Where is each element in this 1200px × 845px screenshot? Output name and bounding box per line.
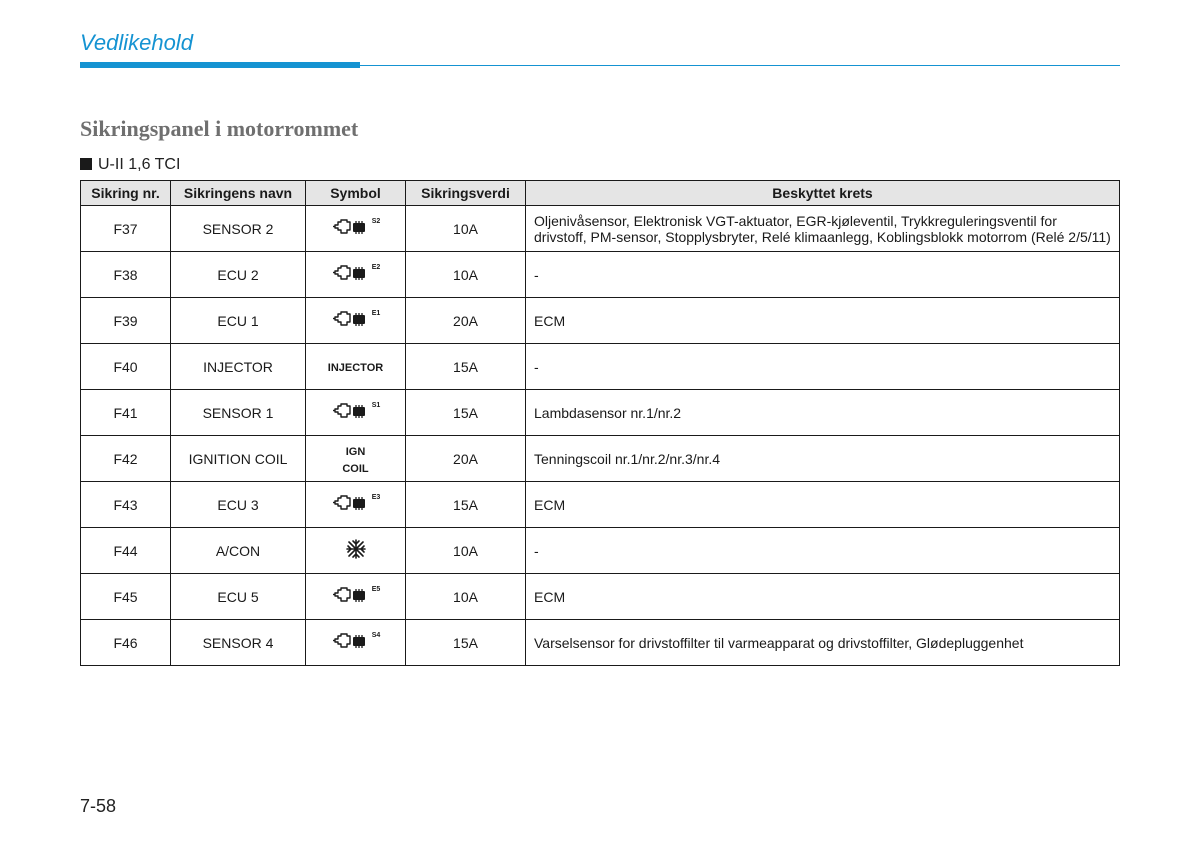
cell-fuse-value: 10A [406, 574, 526, 620]
header-rule-thin [360, 65, 1120, 66]
snowflake-icon [345, 538, 367, 560]
cell-symbol: E3 [306, 482, 406, 528]
ecu-icon-label: E3 [372, 494, 381, 501]
symbol-text: INJECTOR [328, 362, 383, 374]
cell-fuse-value: 10A [406, 252, 526, 298]
table-row: F46SENSOR 4 S4 15AVarselsensor for drivsto… [81, 620, 1120, 666]
table-row: F37SENSOR 2 S2 10AOljenivåsensor, Elektron… [81, 206, 1120, 252]
cell-fuse-name: SENSOR 2 [171, 206, 306, 252]
ecu-icon-label: S1 [372, 402, 381, 409]
cell-fuse-name: ECU 3 [171, 482, 306, 528]
col-header-symbol: Symbol [306, 181, 406, 206]
ecu-icon: S4 [333, 632, 379, 650]
cell-symbol [306, 528, 406, 574]
ecu-icon: S2 [333, 218, 379, 236]
col-header-value: Sikringsverdi [406, 181, 526, 206]
cell-fuse-nr: F42 [81, 436, 171, 482]
col-header-name: Sikringens navn [171, 181, 306, 206]
cell-fuse-value: 20A [406, 298, 526, 344]
table-row: F43ECU 3 E3 15AECM [81, 482, 1120, 528]
table-body: F37SENSOR 2S210AOljenivåsensor, Elektron… [81, 206, 1120, 666]
cell-protected-circuit: ECM [526, 298, 1120, 344]
subheading-text: U-II 1,6 TCI [98, 156, 180, 173]
cell-fuse-value: 10A [406, 206, 526, 252]
cell-symbol: IGNCOIL [306, 436, 406, 482]
table-row: F42IGNITION COIL IGNCOIL 20ATenningscoil n… [81, 436, 1120, 482]
cell-fuse-name: A/CON [171, 528, 306, 574]
cell-protected-circuit: - [526, 344, 1120, 390]
cell-fuse-nr: F37 [81, 206, 171, 252]
cell-fuse-value: 15A [406, 344, 526, 390]
cell-symbol: INJECTOR [306, 344, 406, 390]
section-title: Sikringspanel i motorrommet [80, 116, 1120, 142]
cell-fuse-nr: F38 [81, 252, 171, 298]
cell-protected-circuit: Oljenivåsensor, Elektronisk VGT-aktuator… [526, 206, 1120, 252]
ecu-icon: E1 [333, 310, 379, 328]
ecu-icon-label: E5 [372, 586, 381, 593]
cell-fuse-value: 15A [406, 482, 526, 528]
cell-fuse-nr: F41 [81, 390, 171, 436]
ecu-icon-label: S2 [372, 218, 381, 225]
cell-fuse-nr: F44 [81, 528, 171, 574]
cell-fuse-name: ECU 5 [171, 574, 306, 620]
cell-fuse-name: IGNITION COIL [171, 436, 306, 482]
cell-fuse-nr: F39 [81, 298, 171, 344]
cell-protected-circuit: Lambdasensor nr.1/nr.2 [526, 390, 1120, 436]
table-header: Sikring nr. Sikringens navn Symbol Sikri… [81, 181, 1120, 206]
ecu-icon: E2 [333, 264, 379, 282]
cell-fuse-value: 15A [406, 390, 526, 436]
table-row: F44A/CON 10A- [81, 528, 1120, 574]
ecu-icon: E3 [333, 494, 379, 512]
cell-symbol: S1 [306, 390, 406, 436]
page-header: Vedlikehold [80, 30, 1120, 68]
cell-fuse-nr: F40 [81, 344, 171, 390]
page-title: Vedlikehold [80, 30, 1120, 56]
table-row: F39ECU 1 E1 20AECM [81, 298, 1120, 344]
cell-symbol: E1 [306, 298, 406, 344]
col-header-desc: Beskyttet krets [526, 181, 1120, 206]
page: Vedlikehold Sikringspanel i motorrommet … [0, 0, 1200, 845]
table-row: F41SENSOR 1 S1 15ALambdasensor nr.1/nr.2 [81, 390, 1120, 436]
cell-fuse-value: 15A [406, 620, 526, 666]
header-rule [80, 62, 1120, 68]
ecu-icon-label: E2 [372, 264, 381, 271]
ecu-icon: S1 [333, 402, 379, 420]
cell-fuse-nr: F46 [81, 620, 171, 666]
cell-fuse-name: ECU 2 [171, 252, 306, 298]
table-row: F40INJECTORINJECTOR15A- [81, 344, 1120, 390]
header-rule-thick [80, 62, 360, 68]
cell-fuse-name: SENSOR 4 [171, 620, 306, 666]
table-row: F45ECU 5 E5 10AECM [81, 574, 1120, 620]
cell-fuse-name: ECU 1 [171, 298, 306, 344]
page-number: 7-58 [80, 796, 116, 817]
col-header-nr: Sikring nr. [81, 181, 171, 206]
cell-protected-circuit: Varselsensor for drivstoffilter til varm… [526, 620, 1120, 666]
cell-symbol: S2 [306, 206, 406, 252]
cell-fuse-value: 20A [406, 436, 526, 482]
cell-protected-circuit: ECM [526, 482, 1120, 528]
cell-fuse-name: SENSOR 1 [171, 390, 306, 436]
section-subheading: U-II 1,6 TCI [80, 156, 1120, 174]
ecu-icon: E5 [333, 586, 379, 604]
cell-symbol: E2 [306, 252, 406, 298]
cell-protected-circuit: - [526, 528, 1120, 574]
cell-fuse-nr: F43 [81, 482, 171, 528]
cell-symbol: E5 [306, 574, 406, 620]
cell-fuse-nr: F45 [81, 574, 171, 620]
cell-symbol: S4 [306, 620, 406, 666]
table-row: F38ECU 2 E2 10A- [81, 252, 1120, 298]
square-bullet-icon [80, 158, 92, 170]
cell-protected-circuit: ECM [526, 574, 1120, 620]
ecu-icon-label: E1 [372, 310, 381, 317]
cell-fuse-value: 10A [406, 528, 526, 574]
ecu-icon-label: S4 [372, 632, 381, 639]
symbol-text: IGNCOIL [342, 446, 368, 474]
cell-protected-circuit: Tenningscoil nr.1/nr.2/nr.3/nr.4 [526, 436, 1120, 482]
cell-fuse-name: INJECTOR [171, 344, 306, 390]
fuse-table: Sikring nr. Sikringens navn Symbol Sikri… [80, 180, 1120, 666]
cell-protected-circuit: - [526, 252, 1120, 298]
